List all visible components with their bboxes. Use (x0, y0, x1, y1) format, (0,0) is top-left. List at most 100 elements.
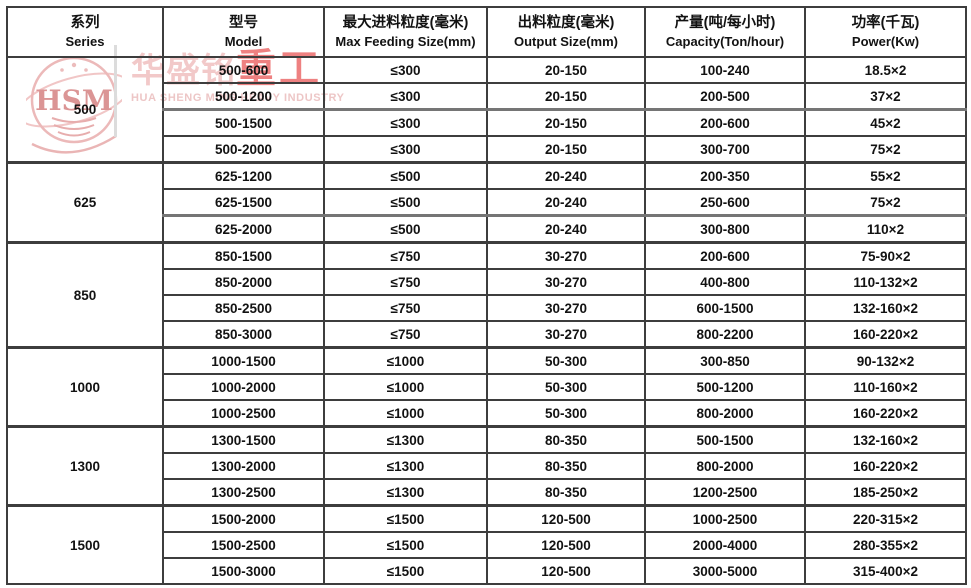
output-size-cell: 120-500 (486, 504, 646, 533)
max-feeding-cell: ≤750 (323, 294, 488, 322)
output-size-cell: 20-240 (486, 161, 646, 190)
model-cell: 625-1200 (162, 161, 325, 190)
power-cell: 110-132×2 (804, 268, 967, 296)
max-feeding-cell: ≤1300 (323, 452, 488, 480)
model-cell: 1300-2500 (162, 478, 325, 507)
col-header-output-size: 出料粒度(毫米) Output Size(mm) (486, 6, 646, 58)
col-header-cn: 出料粒度(毫米) (517, 15, 615, 31)
header-row: 系列 Series 型号 Model 最大进料粒度(毫米) Max Feedin… (6, 6, 967, 58)
power-cell: 75×2 (804, 188, 967, 217)
spec-row: 850-2500 ≤750 30-270 600-1500 132-160×2 (7, 294, 967, 322)
model-cell: 1500-3000 (162, 557, 325, 585)
capacity-cell: 500-1200 (644, 373, 806, 401)
spec-row: 850 850-1500 ≤750 30-270 200-600 75-90×2 (6, 241, 967, 349)
max-feeding-cell: ≤1000 (323, 373, 488, 401)
capacity-cell: 800-2000 (644, 452, 806, 480)
power-cell: 55×2 (804, 161, 967, 190)
capacity-cell: 250-600 (644, 188, 806, 217)
col-header-cn: 最大进料粒度(毫米) (342, 15, 469, 31)
col-header-cn: 系列 (70, 15, 100, 31)
output-size-cell: 20-150 (486, 82, 646, 111)
max-feeding-cell: ≤500 (323, 214, 488, 244)
spec-row: 1300 1300-1500 ≤1300 80-350 500-1500 132-160×… (6, 425, 967, 507)
capacity-cell: 400-800 (644, 268, 806, 296)
capacity-cell: 1200-2500 (644, 478, 806, 507)
col-header-max-feeding-size: 最大进料粒度(毫米) Max Feeding Size(mm) (323, 6, 488, 58)
output-size-cell: 120-500 (486, 531, 646, 559)
max-feeding-cell: ≤750 (323, 268, 488, 296)
max-feeding-cell: ≤1500 (323, 504, 488, 533)
output-size-cell: 50-300 (486, 346, 646, 375)
model-cell: 500-2000 (162, 135, 325, 164)
model-cell: 500-1500 (162, 108, 325, 137)
max-feeding-cell: ≤1300 (323, 425, 488, 454)
output-size-cell: 120-500 (486, 557, 646, 585)
model-cell: 1500-2000 (162, 504, 325, 533)
output-size-cell: 50-300 (486, 373, 646, 401)
model-cell: 850-1500 (162, 241, 325, 270)
col-header-model: 型号 Model (162, 6, 325, 58)
output-size-cell: 50-300 (486, 399, 646, 428)
max-feeding-cell: ≤500 (323, 161, 488, 190)
col-header-en: Output Size(mm) (514, 34, 618, 49)
capacity-cell: 2000-4000 (644, 531, 806, 559)
capacity-cell: 200-350 (644, 161, 806, 190)
power-cell: 160-220×2 (804, 399, 967, 428)
spec-row: 850-3000 ≤750 30-270 800-2200 160-220×2 (7, 320, 967, 349)
power-cell: 185-250×2 (804, 478, 967, 507)
col-header-cn: 型号 (229, 15, 258, 31)
power-cell: 110-160×2 (804, 373, 967, 401)
col-header-en: Max Feeding Size(mm) (335, 34, 476, 49)
model-cell: 1000-2500 (162, 399, 325, 428)
spec-row: 500-1200 ≤300 20-150 200-500 37×2 (7, 82, 967, 111)
power-cell: 315-400×2 (804, 557, 967, 585)
power-cell: 37×2 (804, 82, 967, 111)
series-cell: 1500 (6, 504, 164, 585)
max-feeding-cell: ≤1500 (323, 557, 488, 585)
power-cell: 90-132×2 (804, 346, 967, 375)
model-cell: 850-2000 (162, 268, 325, 296)
output-size-cell: 20-240 (486, 188, 646, 217)
output-size-cell: 80-350 (486, 478, 646, 507)
output-size-cell: 20-150 (486, 135, 646, 164)
spec-row: 1500 1500-2000 ≤1500 120-500 1000-2500 220-31… (6, 504, 967, 585)
col-header-power: 功率(千瓦) Power(Kw) (804, 6, 967, 58)
max-feeding-cell: ≤1000 (323, 346, 488, 375)
max-feeding-cell: ≤750 (323, 320, 488, 349)
col-header-en: Power(Kw) (851, 34, 920, 49)
col-header-cn: 产量(吨/每小时) (674, 15, 776, 31)
equipment-spec-table: 系列 Series 型号 Model 最大进料粒度(毫米) Max Feedin… (6, 6, 967, 585)
capacity-cell: 300-700 (644, 135, 806, 164)
model-cell: 500-1200 (162, 82, 325, 111)
spec-row: 850-2000 ≤750 30-270 400-800 110-132×2 (7, 268, 967, 296)
model-cell: 850-2500 (162, 294, 325, 322)
capacity-cell: 100-240 (644, 56, 806, 84)
power-cell: 132-160×2 (804, 425, 967, 454)
output-size-cell: 30-270 (486, 268, 646, 296)
model-cell: 500-600 (162, 56, 325, 84)
max-feeding-cell: ≤1300 (323, 478, 488, 507)
model-cell: 850-3000 (162, 320, 325, 349)
max-feeding-cell: ≤300 (323, 135, 488, 164)
model-cell: 1500-2500 (162, 531, 325, 559)
capacity-cell: 500-1500 (644, 425, 806, 454)
power-cell: 75×2 (804, 135, 967, 164)
power-cell: 280-355×2 (804, 531, 967, 559)
max-feeding-cell: ≤300 (323, 56, 488, 84)
col-header-en: Series (65, 34, 105, 49)
spec-row: 1000-2000 ≤1000 50-300 500-1200 110-160×2 (7, 373, 967, 401)
capacity-cell: 600-1500 (644, 294, 806, 322)
output-size-cell: 20-150 (486, 108, 646, 137)
capacity-cell: 200-500 (644, 82, 806, 111)
model-cell: 625-1500 (162, 188, 325, 217)
col-header-en: Model (224, 34, 263, 49)
output-size-cell: 30-270 (486, 294, 646, 322)
capacity-cell: 200-600 (644, 108, 806, 137)
series-cell: 625 (6, 161, 164, 244)
power-cell: 220-315×2 (804, 504, 967, 533)
series-cell: 1300 (6, 425, 164, 507)
output-size-cell: 20-240 (486, 214, 646, 244)
power-cell: 75-90×2 (804, 241, 967, 270)
capacity-cell: 300-800 (644, 214, 806, 244)
